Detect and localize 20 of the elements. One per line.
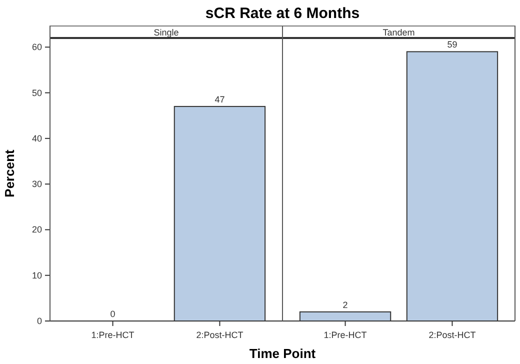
x-tick-label: 2:Post-HCT bbox=[428, 330, 476, 340]
x-axis-title: Time Point bbox=[249, 346, 316, 361]
chart-title: sCR Rate at 6 Months bbox=[205, 5, 360, 22]
y-tick-label: 10 bbox=[32, 270, 42, 280]
x-tick-label: 1:Pre-HCT bbox=[324, 330, 368, 340]
chart-subtitle: Tandem bbox=[382, 28, 415, 38]
y-tick-label: 30 bbox=[32, 179, 42, 190]
x-tick-label: 2:Post-HCT bbox=[196, 330, 244, 340]
data-label: 59 bbox=[447, 40, 458, 50]
chart-subtitle: Single bbox=[154, 28, 179, 38]
y-axis-title: Percent bbox=[2, 148, 17, 198]
y-tick-label: 40 bbox=[32, 133, 42, 144]
data-label: 0 bbox=[110, 309, 116, 319]
y-tick-label: 50 bbox=[32, 88, 42, 98]
data-label: 2 bbox=[342, 300, 348, 310]
data-label: 47 bbox=[214, 94, 225, 104]
y-tick-label: 0 bbox=[36, 316, 42, 326]
y-tick-label: 20 bbox=[32, 224, 42, 235]
x-tick-label: 1:Pre-HCT bbox=[91, 330, 135, 340]
y-tick-label: 60 bbox=[32, 42, 42, 52]
